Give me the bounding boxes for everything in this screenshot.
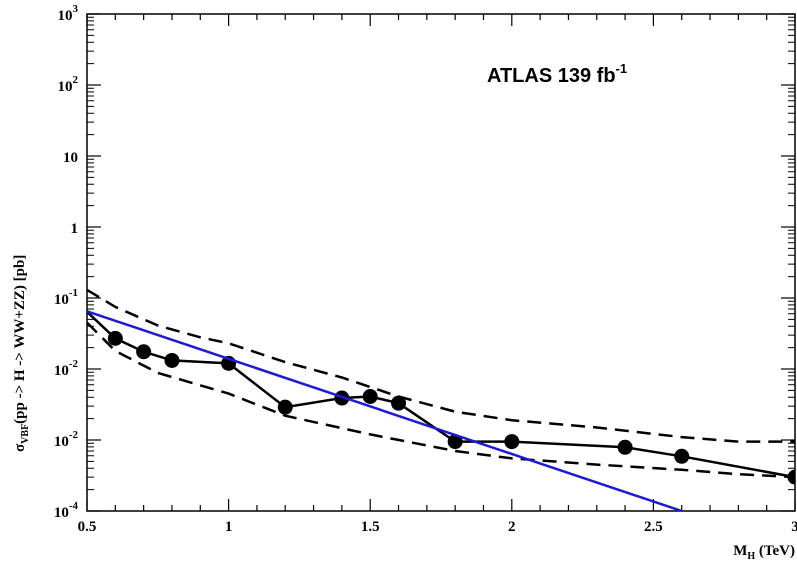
y-tick-exponent: -4 xyxy=(69,500,79,512)
y-axis-title-rest: (pp -> H -> WW+ZZ) [pb] xyxy=(12,255,28,424)
series-layer xyxy=(87,288,795,511)
y-tick-exponent: 3 xyxy=(73,3,79,15)
observed-point xyxy=(136,344,152,360)
y-tick-base: 10 xyxy=(54,363,69,379)
observed-point xyxy=(674,448,690,464)
x-axis-title-sub: H xyxy=(747,551,755,562)
x-tick-labels: 0.5 1 1.5 2 2.5 3 xyxy=(78,519,797,535)
y-tick-base: 10 xyxy=(58,8,73,24)
y-tick-label: 1 xyxy=(71,221,79,237)
observed-point xyxy=(504,434,520,450)
x-tick-label: 2 xyxy=(508,519,516,535)
y-tick-label: 10-2 xyxy=(54,429,79,450)
y-tick-base: 10 xyxy=(63,150,78,166)
observed-point xyxy=(362,388,378,404)
y-tick-base: 10 xyxy=(54,292,69,308)
y-tick-label: 103 xyxy=(58,3,79,24)
y-axis-title: σVBF(pp -> H -> WW+ZZ) [pb] xyxy=(12,255,31,452)
x-tick-label: 3 xyxy=(791,519,797,535)
observed-point xyxy=(447,434,463,450)
x-axis-title: MH (TeV) xyxy=(733,543,795,562)
expected-band-lower-line xyxy=(87,321,795,479)
theory-prediction-line xyxy=(87,310,683,511)
plot-frame xyxy=(86,13,796,512)
x-tick-label: 1.5 xyxy=(361,519,380,535)
series-group xyxy=(87,288,795,511)
y-tick-base: 10 xyxy=(54,505,69,521)
observed-point xyxy=(107,330,123,346)
x-tick-label: 1 xyxy=(225,519,233,535)
axis-ticks xyxy=(86,13,796,512)
x-tick-label: 0.5 xyxy=(78,519,97,535)
y-tick-base: 1 xyxy=(71,221,79,237)
observed-point xyxy=(277,399,293,415)
y-tick-label: 102 xyxy=(58,74,79,95)
y-tick-exponent: -2 xyxy=(69,429,79,441)
y-axis-title-sub: VBF xyxy=(20,424,31,444)
observed-point xyxy=(391,395,407,411)
annotation-superscript: -1 xyxy=(616,61,628,76)
y-tick-label: 10 xyxy=(63,150,78,166)
y-tick-exponent: -2 xyxy=(69,358,79,370)
observed-point xyxy=(617,439,633,455)
y-tick-base: 10 xyxy=(54,434,69,450)
x-axis-title-unit: (TeV) xyxy=(755,543,795,559)
y-tick-label: 10-4 xyxy=(54,500,79,521)
observed-point xyxy=(164,352,180,368)
x-tick-label: 2.5 xyxy=(644,519,663,535)
y-tick-base: 10 xyxy=(58,79,73,95)
y-tick-exponent: 2 xyxy=(73,74,79,86)
y-tick-exponent: -1 xyxy=(69,287,78,299)
y-tick-label: 10-2 xyxy=(54,358,79,379)
y-tick-label: 10-1 xyxy=(54,287,78,308)
expected-band-upper-line xyxy=(87,288,795,443)
annotation-label: ATLAS 139 fb-1 xyxy=(487,61,627,87)
